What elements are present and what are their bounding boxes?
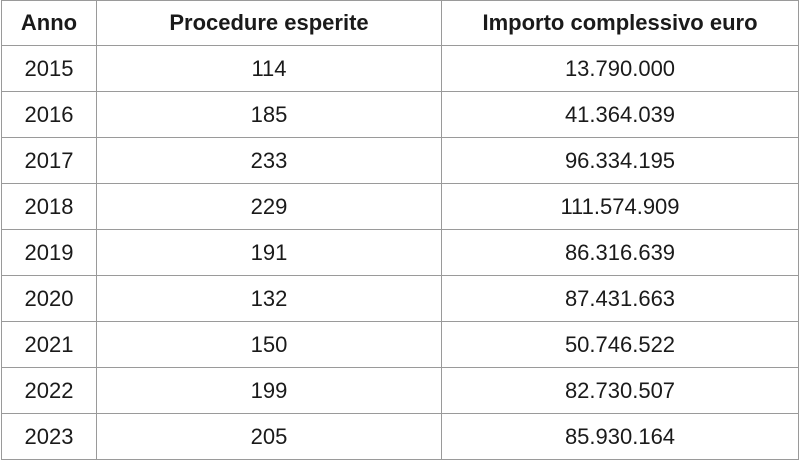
- cell-importo: 41.364.039: [441, 91, 799, 138]
- header-anno: Anno: [1, 0, 97, 46]
- table-header: Anno Procedure esperite Importo compless…: [1, 0, 799, 46]
- cell-procedure: 150: [96, 321, 442, 368]
- cell-importo: 85.930.164: [441, 413, 799, 460]
- cell-procedure: 205: [96, 413, 442, 460]
- header-importo-complessivo: Importo complessivo euro: [441, 0, 799, 46]
- cell-anno: 2017: [1, 137, 97, 184]
- cell-importo: 13.790.000: [441, 45, 799, 92]
- cell-procedure: 191: [96, 229, 442, 276]
- table-row: 2019 191 86.316.639: [1, 229, 799, 276]
- table-row: 2023 205 85.930.164: [1, 413, 799, 460]
- cell-anno: 2023: [1, 413, 97, 460]
- table-row: 2016 185 41.364.039: [1, 91, 799, 138]
- table-row: 2018 229 111.574.909: [1, 183, 799, 230]
- header-procedure-esperite: Procedure esperite: [96, 0, 442, 46]
- table-body: 2015 114 13.790.000 2016 185 41.364.039 …: [1, 45, 799, 460]
- cell-importo: 87.431.663: [441, 275, 799, 322]
- cell-procedure: 199: [96, 367, 442, 414]
- cell-anno: 2015: [1, 45, 97, 92]
- cell-importo: 82.730.507: [441, 367, 799, 414]
- cell-anno: 2021: [1, 321, 97, 368]
- cell-procedure: 233: [96, 137, 442, 184]
- table-row: 2022 199 82.730.507: [1, 367, 799, 414]
- cell-procedure: 114: [96, 45, 442, 92]
- cell-procedure: 229: [96, 183, 442, 230]
- table-row: 2020 132 87.431.663: [1, 275, 799, 322]
- cell-anno: 2020: [1, 275, 97, 322]
- cell-procedure: 132: [96, 275, 442, 322]
- cell-importo: 111.574.909: [441, 183, 799, 230]
- header-row: Anno Procedure esperite Importo compless…: [1, 0, 799, 46]
- table-row: 2017 233 96.334.195: [1, 137, 799, 184]
- cell-importo: 96.334.195: [441, 137, 799, 184]
- cell-anno: 2019: [1, 229, 97, 276]
- cell-procedure: 185: [96, 91, 442, 138]
- cell-anno: 2018: [1, 183, 97, 230]
- cell-anno: 2022: [1, 367, 97, 414]
- cell-importo: 86.316.639: [441, 229, 799, 276]
- cell-importo: 50.746.522: [441, 321, 799, 368]
- table-row: 2021 150 50.746.522: [1, 321, 799, 368]
- table-row: 2015 114 13.790.000: [1, 45, 799, 92]
- cell-anno: 2016: [1, 91, 97, 138]
